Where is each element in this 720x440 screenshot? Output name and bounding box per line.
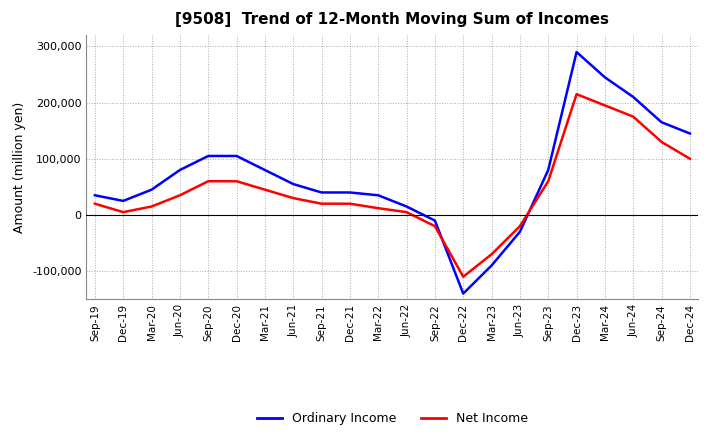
- Net Income: [176, 193, 184, 198]
- Ordinary Income: [657, 120, 666, 125]
- Ordinary Income: [318, 190, 326, 195]
- Net Income: [402, 209, 411, 215]
- Ordinary Income: [119, 198, 127, 204]
- Ordinary Income: [261, 167, 269, 172]
- Ordinary Income: [544, 167, 552, 172]
- Net Income: [629, 114, 637, 119]
- Legend: Ordinary Income, Net Income: Ordinary Income, Net Income: [252, 407, 533, 430]
- Ordinary Income: [459, 291, 467, 296]
- Ordinary Income: [402, 204, 411, 209]
- Net Income: [657, 139, 666, 145]
- Net Income: [346, 201, 354, 206]
- Ordinary Income: [374, 193, 382, 198]
- Net Income: [431, 224, 439, 229]
- Line: Net Income: Net Income: [95, 94, 690, 277]
- Net Income: [572, 92, 581, 97]
- Ordinary Income: [685, 131, 694, 136]
- Title: [9508]  Trend of 12-Month Moving Sum of Incomes: [9508] Trend of 12-Month Moving Sum of I…: [176, 12, 609, 27]
- Line: Ordinary Income: Ordinary Income: [95, 52, 690, 293]
- Ordinary Income: [600, 75, 609, 80]
- Net Income: [600, 103, 609, 108]
- Net Income: [233, 179, 241, 184]
- Ordinary Income: [431, 218, 439, 223]
- Net Income: [148, 204, 156, 209]
- Ordinary Income: [204, 153, 212, 158]
- Net Income: [91, 201, 99, 206]
- Y-axis label: Amount (million yen): Amount (million yen): [14, 102, 27, 233]
- Net Income: [544, 179, 552, 184]
- Ordinary Income: [629, 94, 637, 99]
- Ordinary Income: [487, 263, 496, 268]
- Net Income: [261, 187, 269, 192]
- Ordinary Income: [516, 229, 524, 235]
- Net Income: [459, 274, 467, 279]
- Ordinary Income: [289, 181, 297, 187]
- Net Income: [289, 195, 297, 201]
- Net Income: [374, 205, 382, 211]
- Ordinary Income: [572, 49, 581, 55]
- Ordinary Income: [148, 187, 156, 192]
- Net Income: [318, 201, 326, 206]
- Net Income: [204, 179, 212, 184]
- Net Income: [685, 156, 694, 161]
- Ordinary Income: [176, 167, 184, 172]
- Ordinary Income: [233, 153, 241, 158]
- Net Income: [516, 224, 524, 229]
- Ordinary Income: [346, 190, 354, 195]
- Net Income: [119, 209, 127, 215]
- Ordinary Income: [91, 193, 99, 198]
- Net Income: [487, 252, 496, 257]
